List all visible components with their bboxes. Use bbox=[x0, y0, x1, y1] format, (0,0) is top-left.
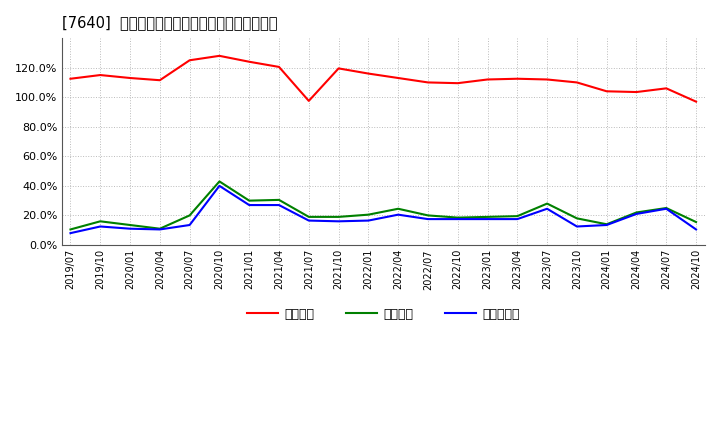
流動比率 bbox=[275, 64, 284, 70]
現預金比率 bbox=[334, 219, 343, 224]
流動比率 bbox=[394, 75, 402, 81]
現預金比率 bbox=[394, 212, 402, 217]
当座比率 bbox=[394, 206, 402, 211]
流動比率 bbox=[662, 86, 670, 91]
当座比率 bbox=[662, 205, 670, 211]
流動比率 bbox=[423, 80, 432, 85]
現預金比率 bbox=[215, 183, 224, 188]
当座比率 bbox=[245, 198, 253, 203]
現預金比率 bbox=[66, 231, 75, 236]
現預金比率 bbox=[96, 224, 104, 229]
流動比率 bbox=[126, 75, 135, 81]
Line: 現預金比率: 現預金比率 bbox=[71, 186, 696, 233]
Text: [7640]  流動比率、当座比率、現預金比率の推移: [7640] 流動比率、当座比率、現預金比率の推移 bbox=[61, 15, 277, 30]
現預金比率 bbox=[483, 216, 492, 222]
当座比率 bbox=[543, 201, 552, 206]
流動比率 bbox=[603, 88, 611, 94]
当座比率 bbox=[305, 214, 313, 220]
流動比率 bbox=[572, 80, 581, 85]
流動比率 bbox=[543, 77, 552, 82]
当座比率 bbox=[96, 219, 104, 224]
Line: 流動比率: 流動比率 bbox=[71, 56, 696, 102]
当座比率 bbox=[66, 227, 75, 232]
現預金比率 bbox=[454, 216, 462, 222]
流動比率 bbox=[513, 76, 522, 81]
Legend: 流動比率, 当座比率, 現預金比率: 流動比率, 当座比率, 現預金比率 bbox=[242, 303, 525, 326]
当座比率 bbox=[603, 222, 611, 227]
現預金比率 bbox=[423, 216, 432, 222]
当座比率 bbox=[275, 197, 284, 202]
当座比率 bbox=[156, 226, 164, 231]
当座比率 bbox=[126, 222, 135, 227]
現預金比率 bbox=[245, 202, 253, 208]
当座比率 bbox=[423, 213, 432, 218]
現預金比率 bbox=[572, 224, 581, 229]
現預金比率 bbox=[603, 222, 611, 227]
流動比率 bbox=[483, 77, 492, 82]
現預金比率 bbox=[275, 202, 284, 208]
当座比率 bbox=[185, 213, 194, 218]
現預金比率 bbox=[305, 218, 313, 223]
当座比率 bbox=[513, 213, 522, 219]
流動比率 bbox=[305, 98, 313, 103]
流動比率 bbox=[156, 77, 164, 83]
流動比率 bbox=[454, 81, 462, 86]
現預金比率 bbox=[662, 206, 670, 211]
現預金比率 bbox=[513, 216, 522, 222]
流動比率 bbox=[632, 89, 641, 95]
Line: 当座比率: 当座比率 bbox=[71, 181, 696, 229]
流動比率 bbox=[334, 66, 343, 71]
現預金比率 bbox=[185, 222, 194, 227]
流動比率 bbox=[185, 58, 194, 63]
流動比率 bbox=[96, 73, 104, 78]
当座比率 bbox=[364, 212, 373, 217]
当座比率 bbox=[454, 215, 462, 220]
当座比率 bbox=[632, 210, 641, 215]
現預金比率 bbox=[692, 227, 701, 232]
現預金比率 bbox=[126, 226, 135, 231]
当座比率 bbox=[215, 179, 224, 184]
流動比率 bbox=[215, 53, 224, 59]
当座比率 bbox=[692, 220, 701, 225]
流動比率 bbox=[66, 76, 75, 81]
現預金比率 bbox=[156, 227, 164, 232]
当座比率 bbox=[572, 216, 581, 221]
現預金比率 bbox=[364, 218, 373, 223]
流動比率 bbox=[364, 71, 373, 76]
当座比率 bbox=[334, 214, 343, 220]
流動比率 bbox=[245, 59, 253, 64]
当座比率 bbox=[483, 214, 492, 220]
現預金比率 bbox=[632, 211, 641, 216]
現預金比率 bbox=[543, 206, 552, 211]
流動比率 bbox=[692, 99, 701, 104]
